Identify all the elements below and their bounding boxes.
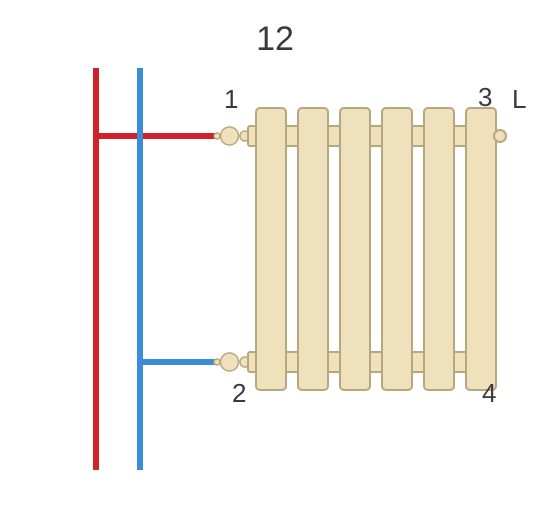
label-p3: 3 xyxy=(478,82,492,112)
valve-top xyxy=(214,127,250,145)
valve-bottom xyxy=(214,353,250,371)
radiator-column-4 xyxy=(382,108,412,390)
label-p1: 1 xyxy=(224,84,238,114)
radiator-plug xyxy=(494,130,506,142)
radiator-column-3 xyxy=(340,108,370,390)
diagram-title: 12 xyxy=(256,20,294,58)
radiator-column-5 xyxy=(424,108,454,390)
radiator-column-2 xyxy=(298,108,328,390)
label-p4: 4 xyxy=(482,378,496,408)
label-L: L xyxy=(512,84,526,114)
radiator-column-6 xyxy=(466,108,496,390)
radiator-column-1 xyxy=(256,108,286,390)
label-p2: 2 xyxy=(232,378,246,408)
radiator xyxy=(248,108,506,390)
